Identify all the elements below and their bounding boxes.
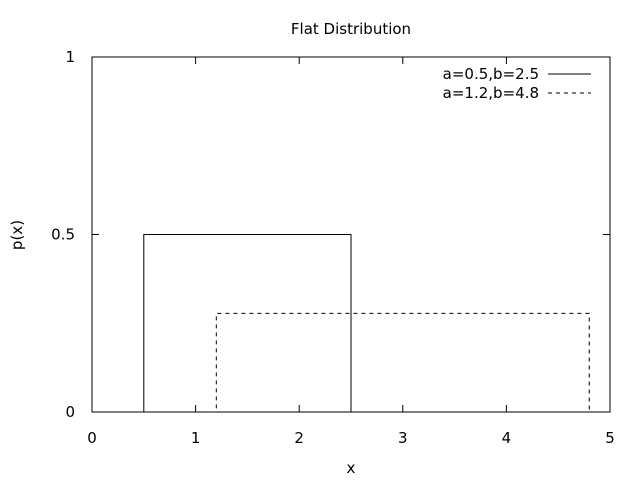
x-tick-label: 5 bbox=[605, 429, 615, 447]
x-tick-label: 4 bbox=[502, 429, 512, 447]
x-axis-label: x bbox=[347, 459, 356, 477]
chart-title: Flat Distribution bbox=[291, 20, 411, 38]
legend-label-2: a=1.2,b=4.8 bbox=[443, 84, 539, 102]
legend-label-1: a=0.5,b=2.5 bbox=[443, 65, 539, 83]
series-line-1 bbox=[92, 234, 610, 413]
legend: a=0.5,b=2.5a=1.2,b=4.8 bbox=[443, 65, 591, 102]
x-tick-label: 3 bbox=[398, 429, 408, 447]
y-tick-label: 0.5 bbox=[51, 226, 75, 244]
x-tick-label: 1 bbox=[191, 429, 201, 447]
y-axis-label: p(x) bbox=[8, 220, 26, 250]
y-tick-label: 1 bbox=[65, 48, 75, 66]
x-axis: 0 1 2 3 4 5 bbox=[87, 57, 615, 447]
x-tick-label: 0 bbox=[87, 429, 97, 447]
y-tick-label: 0 bbox=[65, 403, 75, 421]
series-layer bbox=[92, 234, 610, 413]
series-line-2 bbox=[92, 312, 610, 413]
y-axis: 00.51 bbox=[51, 48, 610, 421]
x-tick-label: 2 bbox=[294, 429, 304, 447]
